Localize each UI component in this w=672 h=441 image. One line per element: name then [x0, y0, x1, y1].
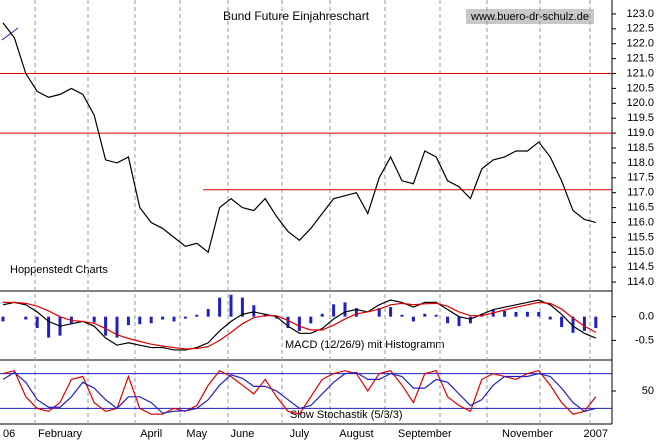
y-tick-label: 118.5 [627, 142, 654, 154]
histogram-bar [457, 316, 461, 327]
series-line [2, 299, 597, 351]
histogram-bar [514, 311, 518, 317]
histogram-bar [115, 316, 119, 338]
histogram-bar [138, 316, 142, 325]
y-tick-label: 117.0 [627, 187, 654, 199]
histogram-bar [297, 316, 301, 331]
source: www.buero-dr-schulz.de [470, 11, 589, 23]
histogram-bar [411, 316, 415, 322]
histogram-bar [275, 316, 279, 319]
chart-title: Bund Future Einjahreschart [223, 9, 370, 23]
histogram-bar [47, 316, 51, 338]
histogram-bar [377, 308, 381, 317]
annotation: MACD (12/26/9) mit Histogramm [285, 339, 445, 351]
histogram-bar [560, 316, 564, 328]
y-tick-label: 121.0 [626, 67, 654, 79]
histogram-bar [35, 316, 39, 329]
histogram-bar [309, 316, 313, 324]
histogram-bar [126, 316, 130, 326]
histogram-bar [571, 316, 575, 333]
y-tick-label: -0.5 [635, 334, 654, 346]
histogram-bar [24, 316, 28, 320]
histogram-bar [104, 316, 108, 336]
y-tick-label: 0.0 [639, 311, 654, 323]
histogram-bar [206, 309, 210, 317]
y-tick-label: 121.5 [626, 53, 654, 65]
histogram-bar [218, 297, 222, 317]
x-tick-label: 06 [3, 428, 15, 440]
x-tick-label: November [502, 428, 553, 440]
y-tick-label: 114.0 [627, 276, 654, 288]
annotation: Hoppenstedt Charts [10, 264, 108, 276]
histogram-bar [446, 316, 450, 324]
y-tick-label: 118.0 [627, 157, 654, 169]
histogram-bar [252, 305, 256, 317]
histogram-bar [286, 316, 290, 329]
histogram-bar [229, 294, 233, 317]
x-tick-label: May [186, 428, 207, 440]
x-tick-label: June [230, 428, 254, 440]
histogram-bar [320, 313, 324, 317]
histogram-bar [92, 316, 96, 323]
x-tick-label: July [290, 428, 310, 440]
histogram-bar [354, 308, 358, 317]
series-line [2, 371, 596, 414]
annotation: Slow Stochastik (5/3/3) [290, 409, 403, 421]
histogram-bar [537, 311, 541, 317]
y-tick-label: 123.0 [626, 8, 654, 20]
histogram-bar [332, 304, 336, 317]
histogram-bar [400, 314, 404, 317]
histogram-bar [503, 310, 507, 317]
histogram-bar [548, 316, 552, 320]
y-tick-label: 122.5 [626, 23, 654, 35]
y-tick-label: 116.5 [627, 201, 654, 213]
series-line [2, 22, 596, 254]
histogram-bar [1, 316, 5, 322]
histogram-bar [468, 316, 472, 324]
y-tick-label: 115.0 [627, 246, 654, 258]
x-tick-label: August [339, 428, 373, 440]
histogram-bar [172, 316, 176, 322]
y-tick-label: 119.5 [627, 112, 654, 124]
y-tick-label: 114.5 [627, 261, 654, 273]
x-tick-label: September [398, 428, 452, 440]
y-tick-label: 120.0 [626, 97, 654, 109]
histogram-bar [434, 314, 438, 317]
y-tick-label: 117.5 [627, 172, 654, 184]
y-tick-label: 116.0 [627, 216, 654, 228]
y-tick-label: 120.5 [626, 82, 654, 94]
x-tick-label: February [38, 428, 83, 440]
histogram-bar [525, 311, 529, 317]
histogram-bar [149, 316, 153, 324]
histogram-bar [594, 316, 598, 329]
trend-line [1, 27, 19, 41]
y-tick-label: 122.0 [626, 38, 654, 50]
series-line [3, 301, 597, 350]
x-tick-label: 2007 [584, 428, 608, 440]
histogram-bar [195, 314, 199, 317]
y-tick-label: 115.5 [627, 231, 654, 243]
histogram-bar [423, 313, 427, 317]
histogram-bar [582, 316, 586, 331]
y-tick-label: 119.0 [627, 127, 654, 139]
series-line [2, 369, 597, 415]
histogram-bar [343, 302, 347, 317]
histogram-bar [389, 307, 393, 317]
histogram-bar [183, 316, 187, 319]
histogram-bar [240, 297, 244, 317]
y-tick-label: 50 [642, 385, 654, 397]
x-tick-label: April [140, 428, 162, 440]
histogram-bar [161, 316, 165, 320]
source-box [466, 9, 594, 24]
